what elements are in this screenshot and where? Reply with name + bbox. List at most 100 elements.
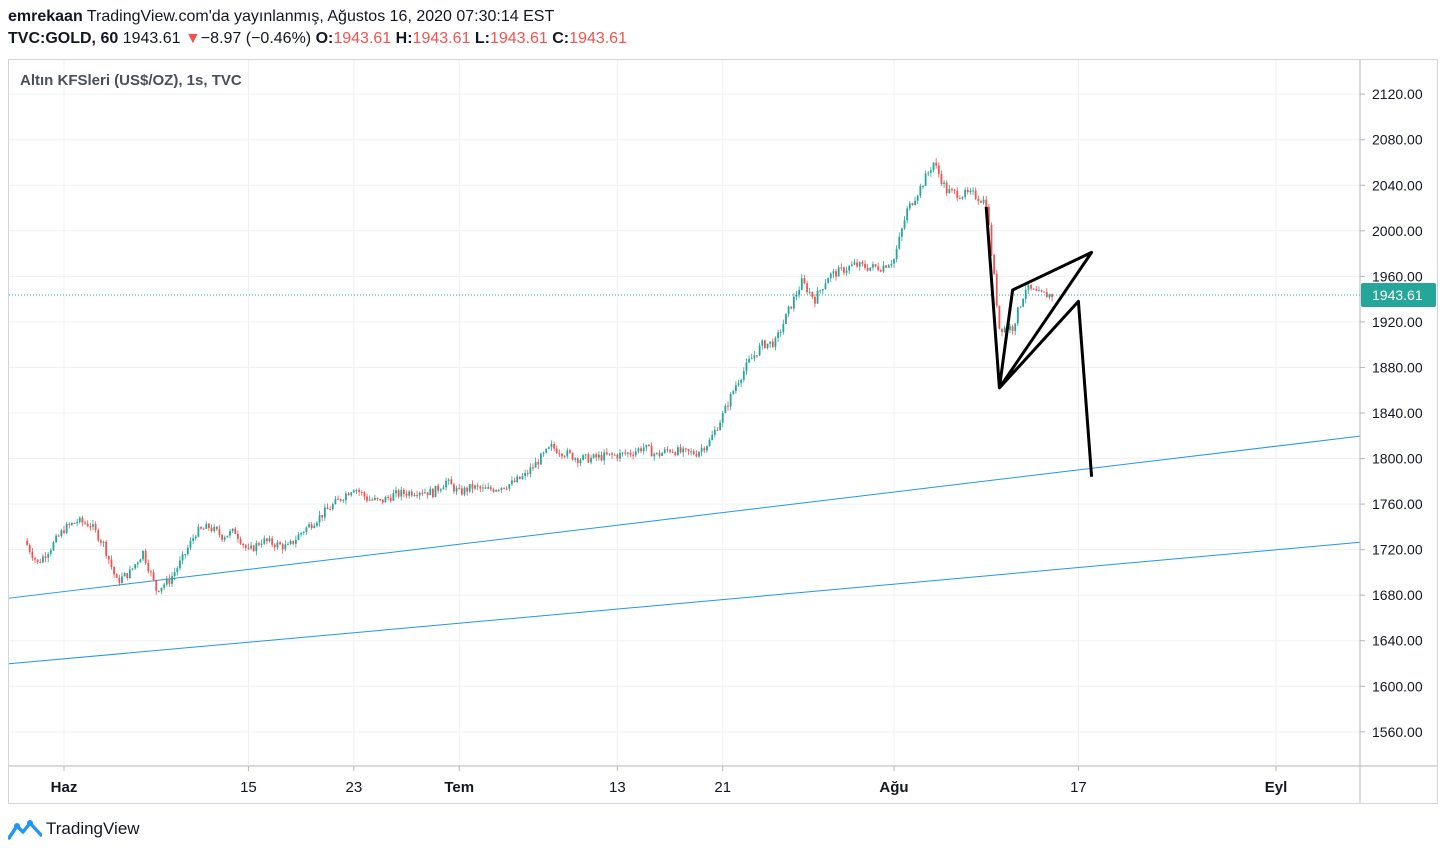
price-axis[interactable]: 1560.00 1600.00 1640.00 1680.00 1720.00 1760.…	[1359, 60, 1423, 803]
candle-body	[107, 555, 110, 560]
candle-body	[943, 182, 945, 184]
candle-body	[221, 534, 223, 540]
tradingview-brand[interactable]: TradingView	[8, 818, 140, 840]
candle-body	[258, 543, 260, 545]
candle-body	[748, 358, 750, 363]
price-tick-label: 1680.00	[1372, 587, 1423, 603]
candle-body	[89, 526, 92, 528]
candle-body	[529, 467, 532, 474]
candle-body	[271, 538, 274, 545]
candle-body	[687, 449, 690, 452]
candle-body	[532, 467, 534, 469]
candle-body	[429, 488, 432, 496]
candle-body	[690, 451, 693, 453]
pattern-drawing[interactable]	[984, 206, 1094, 477]
candle-body	[553, 444, 555, 449]
candle-body	[727, 405, 729, 407]
candle-body	[929, 170, 932, 173]
candle-body	[160, 587, 163, 592]
candle-body	[289, 540, 292, 545]
candle-body	[858, 262, 861, 267]
candle-body	[648, 444, 650, 447]
candle-body	[703, 448, 706, 451]
candle-body	[835, 271, 837, 277]
candle-body	[985, 199, 988, 207]
candle-body	[318, 515, 321, 523]
candle-body	[173, 572, 176, 577]
candle-body	[745, 362, 748, 372]
high-label: H:	[395, 30, 413, 47]
candle-body	[829, 273, 832, 279]
trend-lines[interactable]	[8, 435, 1361, 665]
trend-line[interactable]	[8, 541, 1361, 665]
candle-body	[263, 538, 266, 544]
candle-body	[345, 493, 347, 501]
time-axis[interactable]: Haz 15 23 Tem 13 21 Ağu 17 Eyl	[9, 765, 1437, 796]
candle-body	[210, 527, 213, 532]
candle-body	[677, 447, 679, 456]
candle-body	[276, 542, 279, 548]
candle-body	[774, 338, 777, 347]
candle-body	[131, 568, 134, 570]
candle-body	[310, 524, 313, 529]
candle-body	[916, 195, 919, 201]
candle-body	[542, 452, 545, 454]
price-tick-label: 1760.00	[1372, 496, 1423, 512]
candle-body	[368, 499, 371, 501]
candle-body	[287, 544, 289, 546]
candle-body	[903, 220, 906, 229]
candle-body	[729, 393, 732, 407]
time-tick-label: 21	[714, 779, 731, 796]
candle-body	[932, 162, 935, 171]
price-tick-label: 1720.00	[1372, 542, 1423, 558]
candle-body	[914, 200, 916, 206]
chart-frame[interactable]	[8, 59, 1438, 804]
candle-body	[827, 278, 830, 284]
candle-body	[1030, 284, 1032, 289]
price-tick-label: 1960.00	[1372, 268, 1423, 284]
candle-body	[86, 523, 89, 527]
candle-body	[334, 498, 337, 505]
candle-body	[571, 452, 574, 460]
candle-body	[629, 452, 632, 455]
candle-body	[73, 522, 76, 524]
candle-body	[966, 189, 969, 193]
candle-body	[882, 265, 885, 272]
candle-body	[919, 186, 922, 196]
candle-body	[584, 454, 587, 456]
candle-body	[115, 574, 118, 578]
candle-body	[866, 268, 869, 271]
candle-body	[763, 340, 766, 349]
candle-body	[819, 290, 822, 292]
candle-body	[753, 355, 756, 359]
candle-body	[766, 343, 769, 349]
candle-body	[418, 492, 421, 496]
candle-body	[958, 198, 961, 200]
candle-body	[713, 429, 716, 435]
candle-body	[619, 452, 621, 459]
candle-body	[416, 495, 418, 497]
candle-body	[824, 283, 827, 290]
candle-body	[561, 453, 563, 457]
author-name[interactable]: emrekaan	[8, 8, 83, 25]
candle-body	[134, 564, 137, 569]
trend-line[interactable]	[8, 435, 1361, 599]
legend-title: Altın KFSleri (US$/OZ), 1s, TVC	[20, 72, 242, 89]
publish-line: emrekaan TradingView.com'da yayınlanmış,…	[8, 6, 1438, 28]
candle-body	[437, 485, 440, 491]
candle-body	[890, 263, 893, 266]
candle-body	[355, 490, 358, 492]
candle-body	[750, 358, 753, 360]
price-tick-label: 2120.00	[1372, 86, 1423, 102]
candle-body	[758, 345, 761, 356]
candle-body	[719, 422, 721, 431]
brand-name: TradingView	[46, 819, 140, 838]
time-tick-label: 15	[240, 779, 257, 796]
candle-body	[658, 452, 661, 456]
candle-body	[682, 448, 685, 453]
candle-body	[711, 434, 714, 441]
candle-body	[995, 273, 998, 306]
ohlc-line: TVC:GOLD, 60 1943.61 ▼−8.97 (−0.46%) O:1…	[8, 28, 1438, 50]
candle-body	[302, 532, 305, 534]
